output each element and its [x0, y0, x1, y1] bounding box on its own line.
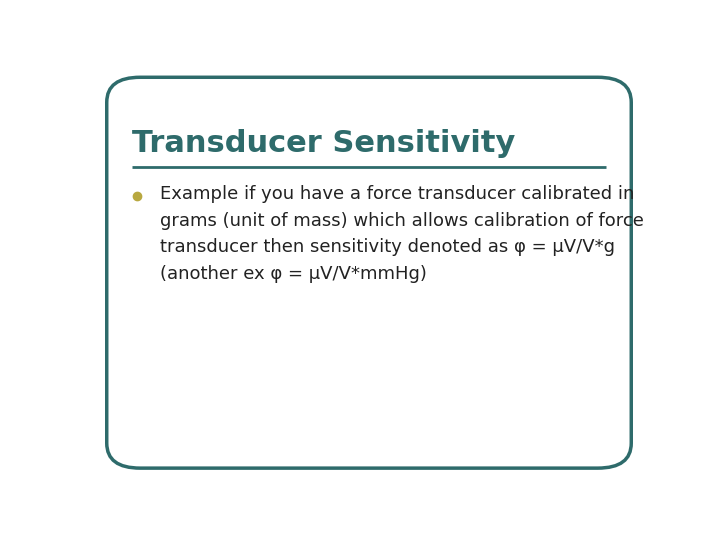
Text: Example if you have a force transducer calibrated in
grams (unit of mass) which : Example if you have a force transducer c… [160, 185, 644, 282]
Text: Transducer Sensitivity: Transducer Sensitivity [132, 129, 516, 158]
FancyBboxPatch shape [107, 77, 631, 468]
